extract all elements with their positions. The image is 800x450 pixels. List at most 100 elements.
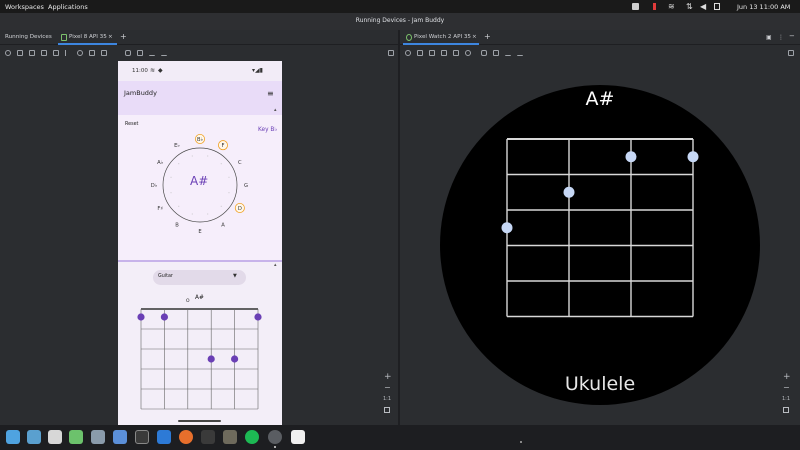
tab-close-icon[interactable]: × xyxy=(108,34,113,40)
watch-zoom-actual-button[interactable]: 1:1 xyxy=(782,396,791,402)
circle-note-label[interactable]: A♭ xyxy=(157,160,164,166)
inkscape-icon[interactable] xyxy=(201,430,215,444)
clock[interactable]: Jun 13 11:00 AM xyxy=(737,3,791,11)
power-icon[interactable] xyxy=(5,50,11,56)
circle-note-label[interactable]: D xyxy=(238,206,242,212)
software-icon[interactable] xyxy=(113,430,127,444)
menu-icon[interactable]: ≡ xyxy=(267,89,274,98)
watch-add-device-icon[interactable]: + xyxy=(484,32,491,41)
circle-note-label[interactable]: F xyxy=(222,143,225,149)
watch-rotate-icon[interactable] xyxy=(441,50,447,56)
circle-tick xyxy=(170,176,172,178)
settings-icon[interactable] xyxy=(48,430,62,444)
app-grid-icon[interactable] xyxy=(6,430,20,444)
circle-note-label[interactable]: B♭ xyxy=(197,137,204,143)
watch-tab-close-icon[interactable]: × xyxy=(472,34,477,40)
watch-zoom-in-button[interactable]: + xyxy=(783,372,791,382)
watch-screenshot-icon[interactable] xyxy=(481,50,487,56)
battery-icon[interactable] xyxy=(714,3,720,10)
watch-button-1-icon[interactable] xyxy=(417,50,423,56)
watch-zoom-out-button[interactable]: − xyxy=(783,383,790,392)
guitar-finger-dot xyxy=(207,355,215,363)
home-icon[interactable] xyxy=(77,50,83,56)
watch-export-icon[interactable] xyxy=(517,50,523,56)
extensions-icon[interactable] xyxy=(69,430,83,444)
wifi-icon[interactable]: ≋ xyxy=(668,2,675,11)
circle-tick xyxy=(191,213,193,215)
watch-record-icon[interactable] xyxy=(493,50,499,56)
network-icon[interactable]: ⇅ xyxy=(686,2,693,11)
phone-zoom-actual-button[interactable]: 1:1 xyxy=(383,396,392,402)
gesture-nav-handle[interactable] xyxy=(178,420,221,422)
document-viewer-icon[interactable] xyxy=(291,430,305,444)
phone-zoom-in-button[interactable]: + xyxy=(384,372,392,382)
volume-up-icon[interactable] xyxy=(17,50,23,56)
watch-active-tab-indicator xyxy=(403,43,479,45)
watch-home-icon[interactable] xyxy=(465,50,471,56)
export-icon[interactable] xyxy=(161,50,167,56)
watch-back-icon[interactable] xyxy=(453,50,459,56)
files-icon[interactable] xyxy=(27,430,41,444)
watch-button-2-icon[interactable] xyxy=(429,50,435,56)
circle-note-label[interactable]: B xyxy=(175,223,179,229)
guitar-chord-name: A# xyxy=(195,295,204,301)
watch-toolbar xyxy=(400,45,800,60)
circle-note-label[interactable]: D♭ xyxy=(151,183,158,189)
tab-pixel-8[interactable]: Pixel 8 API 35 xyxy=(69,34,107,40)
circle-note-label[interactable]: C xyxy=(238,160,242,166)
add-device-icon[interactable]: + xyxy=(120,32,127,41)
fold-icon[interactable] xyxy=(101,50,107,56)
back-icon[interactable] xyxy=(65,50,71,56)
layout-icon[interactable]: ▣ xyxy=(766,34,772,41)
minimize-panel-icon[interactable]: − xyxy=(789,32,795,40)
phone-fit-screen-icon[interactable] xyxy=(384,407,390,413)
volume-down-icon[interactable] xyxy=(29,50,35,56)
screenshot-icon[interactable] xyxy=(125,50,131,56)
spotify-icon[interactable] xyxy=(245,430,259,444)
collapse-chevron-icon[interactable]: ▴ xyxy=(274,107,277,113)
panel-divider[interactable] xyxy=(398,30,400,425)
guitar-finger-dot xyxy=(254,313,262,321)
sheet-collapse-chevron-icon[interactable]: ▴ xyxy=(274,262,277,268)
circle-tick xyxy=(178,163,180,165)
more-options-icon[interactable]: ⋮ xyxy=(778,34,784,41)
discord-tray-icon[interactable] xyxy=(632,3,639,10)
watch-fit-screen-icon[interactable] xyxy=(783,407,789,413)
device-tabs-row: Running Devices Pixel 8 API 35 × + Pixel… xyxy=(0,30,800,45)
watch-screen[interactable]: A# Ukulele xyxy=(440,85,760,405)
reset-button[interactable]: Reset xyxy=(125,122,139,127)
terminal-icon[interactable] xyxy=(135,430,149,444)
instrument-dropdown-value: Guitar xyxy=(158,274,173,279)
gimp-icon[interactable] xyxy=(223,430,237,444)
circle-note-label[interactable]: A xyxy=(221,223,225,229)
watch-device-icon xyxy=(406,34,412,41)
vscode-icon[interactable] xyxy=(157,430,171,444)
tab-pixel-watch[interactable]: Pixel Watch 2 API 35 xyxy=(414,34,471,40)
watch-instrument-label: Ukulele xyxy=(564,373,636,395)
circle-note-label[interactable]: F♯ xyxy=(157,206,163,212)
android-studio-icon[interactable] xyxy=(268,430,282,444)
highlight-ring xyxy=(195,134,206,145)
instrument-dropdown[interactable]: Guitar ▼ xyxy=(153,270,246,285)
circle-note-label[interactable]: G xyxy=(244,183,248,189)
circle-note-label[interactable]: E xyxy=(198,229,201,235)
alert-tray-icon[interactable] xyxy=(653,3,656,10)
workspaces-button[interactable]: Workspaces xyxy=(5,3,44,11)
mirror-icon[interactable] xyxy=(149,50,155,56)
phone-screen[interactable]: 11:00 ≋ ◆ ▾◢▮ JamBuddy ≡ ▴ Reset Key B♭ … xyxy=(118,61,282,425)
nautilus-icon[interactable] xyxy=(91,430,105,444)
screen-record-icon[interactable] xyxy=(137,50,143,56)
watch-mirror-icon[interactable] xyxy=(505,50,511,56)
overview-icon[interactable] xyxy=(89,50,95,56)
phone-zoom-out-button[interactable]: − xyxy=(384,383,391,392)
phone-panel-settings-icon[interactable] xyxy=(388,50,394,56)
firefox-icon[interactable] xyxy=(179,430,193,444)
rotate-right-icon[interactable] xyxy=(53,50,59,56)
volume-icon[interactable]: ◀ xyxy=(700,2,707,11)
circle-note-label[interactable]: E♭ xyxy=(174,143,180,149)
key-label[interactable]: Key B♭ xyxy=(258,127,278,133)
watch-power-icon[interactable] xyxy=(405,50,411,56)
rotate-left-icon[interactable] xyxy=(41,50,47,56)
watch-panel-settings-icon[interactable] xyxy=(788,50,794,56)
applications-button[interactable]: Applications xyxy=(48,3,88,11)
